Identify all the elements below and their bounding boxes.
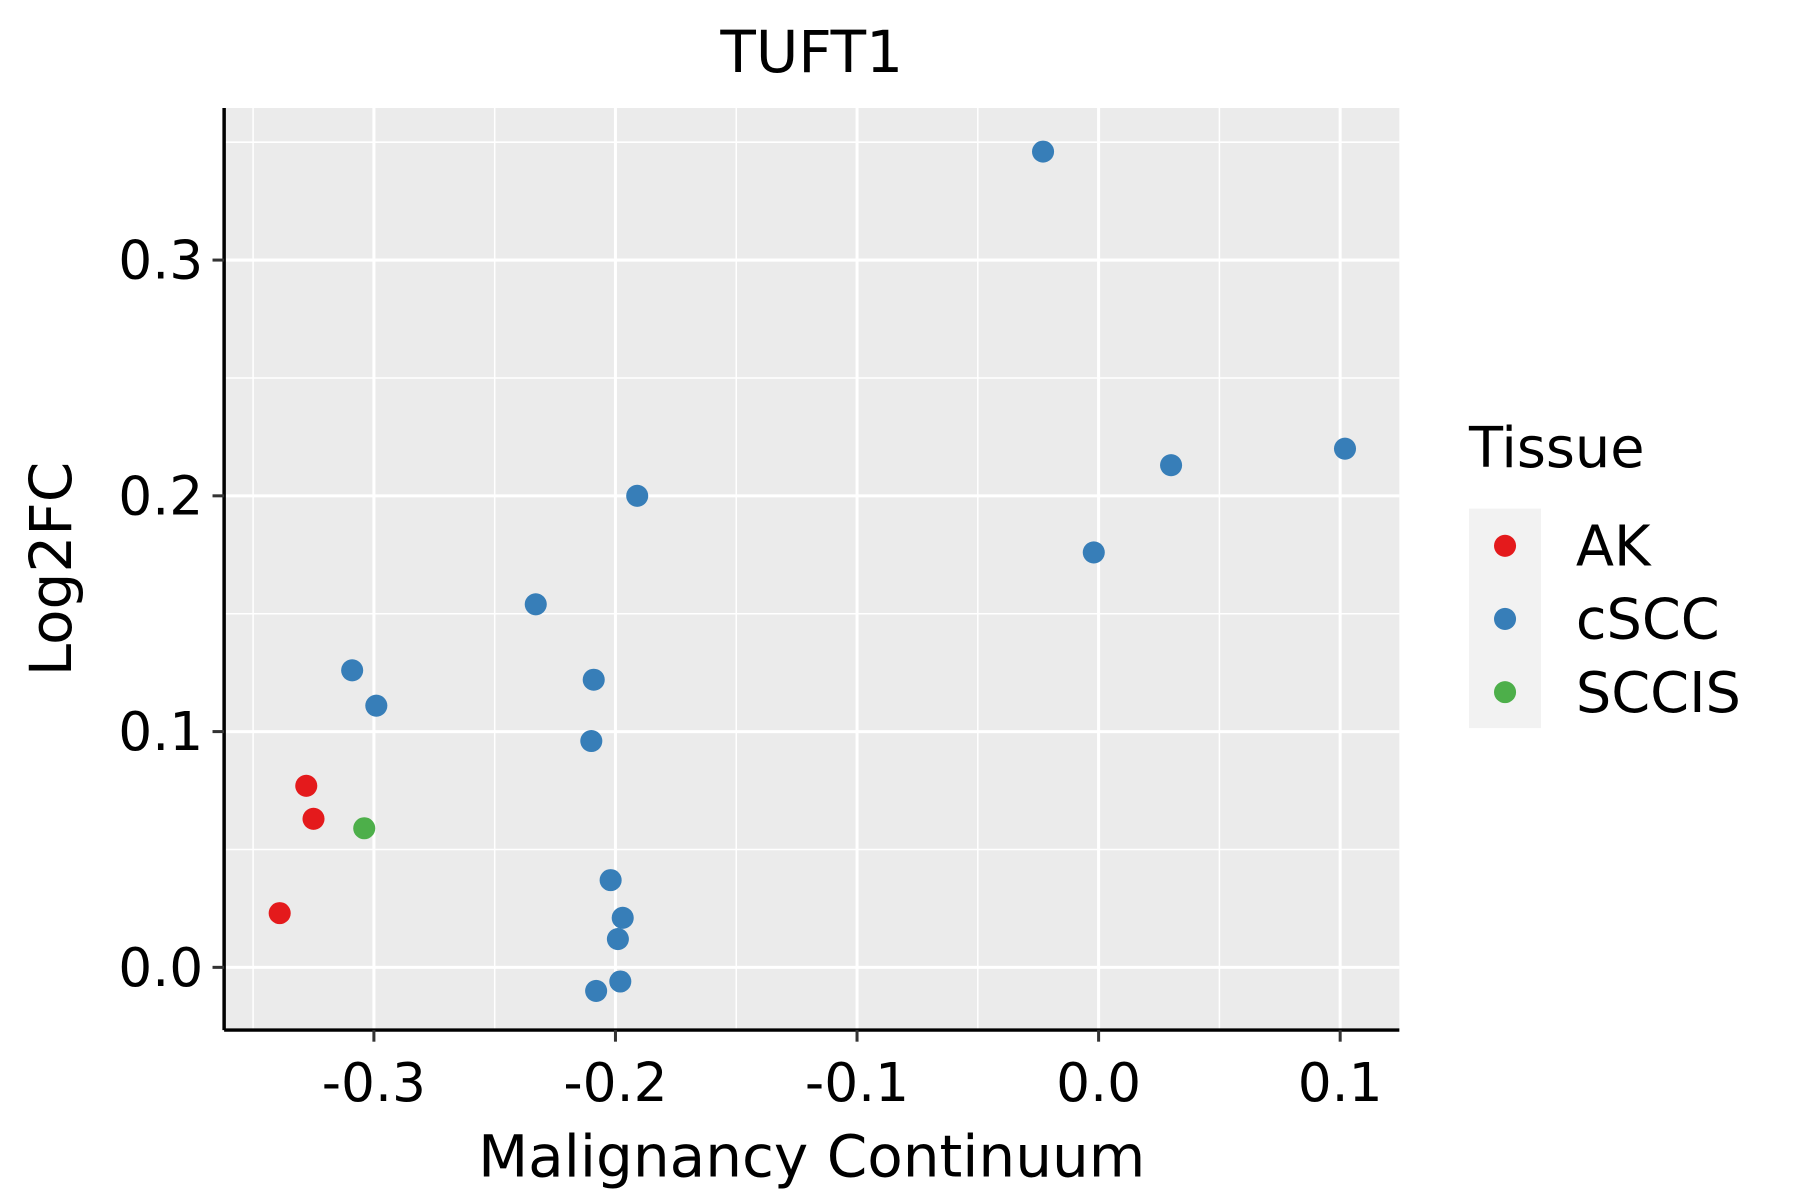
- data-point-cscc: [582, 668, 605, 691]
- data-point-cscc: [585, 979, 608, 1002]
- data-point-cscc: [611, 906, 634, 929]
- y-axis-label: Log2FC: [17, 462, 85, 677]
- x-tick-label: -0.1: [805, 1051, 909, 1114]
- legend-label-sccis: SCCIS: [1576, 661, 1741, 726]
- data-point-cscc: [341, 659, 364, 682]
- y-tick-label: 0.0: [118, 936, 203, 999]
- x-tick-label: -0.2: [563, 1051, 667, 1114]
- data-point-sccis: [353, 817, 376, 840]
- data-point-ak: [295, 774, 318, 797]
- y-tick-label: 0.1: [118, 700, 203, 763]
- data-point-cscc: [606, 928, 629, 951]
- data-point-cscc: [609, 970, 632, 993]
- legend-key-ak: [1494, 534, 1517, 557]
- legend-label-ak: AK: [1576, 515, 1652, 580]
- data-point-cscc: [1333, 437, 1357, 460]
- data-point-cscc: [626, 484, 649, 507]
- data-points: [268, 140, 1357, 1002]
- x-tick-label: 0.0: [1056, 1051, 1141, 1114]
- x-axis-ticks: -0.3 -0.2 -0.1 0.0 0.1: [322, 1030, 1383, 1114]
- x-tick-label: -0.3: [322, 1051, 426, 1114]
- legend-label-cscc: cSCC: [1576, 588, 1720, 653]
- legend-key-sccis: [1494, 681, 1517, 704]
- data-point-cscc: [580, 729, 603, 753]
- y-tick-label: 0.3: [118, 229, 203, 292]
- legend: Tissue AK cSCC SCCIS: [1468, 416, 1741, 729]
- legend-key-cscc: [1494, 607, 1517, 631]
- y-tick-label: 0.2: [118, 464, 203, 527]
- data-point-cscc: [365, 694, 388, 717]
- chart-title: TUFT1: [719, 18, 903, 86]
- legend-title: Tissue: [1468, 416, 1645, 481]
- x-tick-label: 0.1: [1298, 1051, 1383, 1114]
- data-point-ak: [302, 807, 325, 830]
- data-point-ak: [268, 902, 291, 925]
- data-point-cscc: [1160, 454, 1183, 477]
- plot-panel: [224, 108, 1400, 1031]
- grid-lines: [224, 108, 1400, 1031]
- data-point-cscc: [524, 593, 547, 616]
- data-point-cscc: [1032, 140, 1055, 163]
- y-axis-ticks: 0.0 0.1 0.2 0.3: [118, 229, 225, 999]
- data-point-cscc: [1082, 541, 1105, 564]
- x-axis-label: Malignancy Continuum: [478, 1122, 1145, 1190]
- data-point-cscc: [599, 869, 622, 892]
